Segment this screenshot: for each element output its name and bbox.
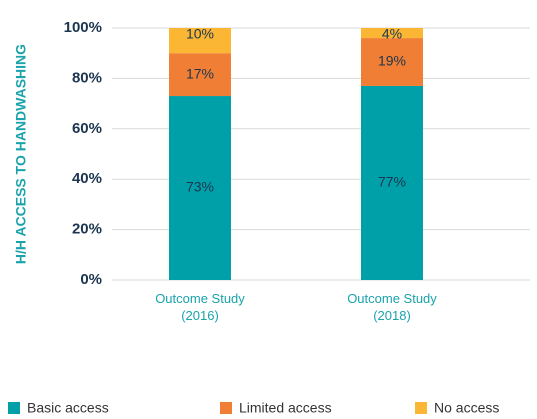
x-tick-label: Outcome Study (2018): [347, 291, 437, 323]
x-tick-label-box: Outcome Study (2016): [155, 291, 245, 323]
legend-swatch: [220, 402, 232, 414]
value-label: 77%: [378, 174, 406, 190]
bar-segment: [361, 38, 423, 86]
y-tick-label: 60%: [72, 120, 102, 137]
x-tick-label-box: Outcome Study (2018): [347, 291, 437, 323]
bar-segment: [169, 96, 231, 280]
y-axis-label: H/H ACCESS TO HANDWASHING: [13, 44, 29, 264]
y-tick-label: 20%: [72, 221, 102, 238]
bar-segment: [169, 28, 231, 54]
bar-segment: [169, 53, 231, 97]
value-label: 17%: [186, 65, 214, 81]
y-tick-label: 80%: [72, 69, 102, 86]
legend-label: Basic access: [27, 400, 109, 416]
legend-label: Limited access: [239, 400, 332, 416]
value-label: 10%: [186, 26, 214, 42]
value-label: 73%: [186, 179, 214, 195]
legend-label: No access: [434, 400, 499, 416]
legend-swatch: [8, 402, 20, 414]
y-tick-label: 40%: [72, 170, 102, 187]
value-label: 19%: [378, 53, 406, 69]
value-label: 4%: [382, 26, 402, 42]
legend-swatch: [415, 402, 427, 414]
y-tick-label: 0%: [80, 271, 102, 288]
bar-segment: [361, 85, 423, 281]
bar-segment: [361, 28, 423, 39]
x-tick-label: Outcome Study (2016): [155, 291, 245, 323]
y-tick-label: 100%: [64, 19, 102, 36]
